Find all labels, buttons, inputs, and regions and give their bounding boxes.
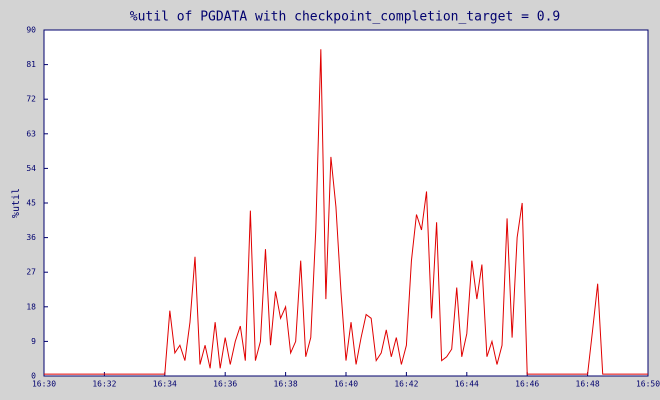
x-tick-label: 16:48 — [576, 380, 600, 389]
y-tick-label: 36 — [26, 233, 36, 242]
y-axis-label: %util — [11, 188, 22, 218]
y-tick-label: 63 — [26, 129, 36, 138]
x-tick-label: 16:30 — [32, 380, 56, 389]
x-tick-label: 16:46 — [515, 380, 539, 389]
y-tick-label: 45 — [26, 199, 36, 208]
x-tick-label: 16:44 — [455, 380, 479, 389]
chart-title: %util of PGDATA with checkpoint_completi… — [130, 10, 560, 25]
x-tick-label: 16:36 — [213, 380, 237, 389]
x-tick-label: 16:32 — [92, 380, 116, 389]
data-line — [44, 49, 648, 375]
x-tick-label: 16:42 — [394, 380, 418, 389]
y-tick-label: 0 — [31, 372, 36, 381]
y-tick-label: 18 — [26, 302, 36, 311]
x-tick-label: 16:38 — [274, 380, 298, 389]
x-tick-label: 16:40 — [334, 380, 358, 389]
y-tick-label: 90 — [26, 26, 36, 35]
y-tick-label: 9 — [31, 337, 36, 346]
x-tick-label: 16:34 — [153, 380, 177, 389]
y-tick-label: 54 — [26, 164, 36, 173]
y-tick-label: 72 — [26, 95, 36, 104]
y-tick-label: 27 — [26, 268, 36, 277]
y-tick-label: 81 — [26, 60, 36, 69]
plot-area — [43, 29, 649, 377]
x-tick-label: 16:50 — [636, 380, 660, 389]
